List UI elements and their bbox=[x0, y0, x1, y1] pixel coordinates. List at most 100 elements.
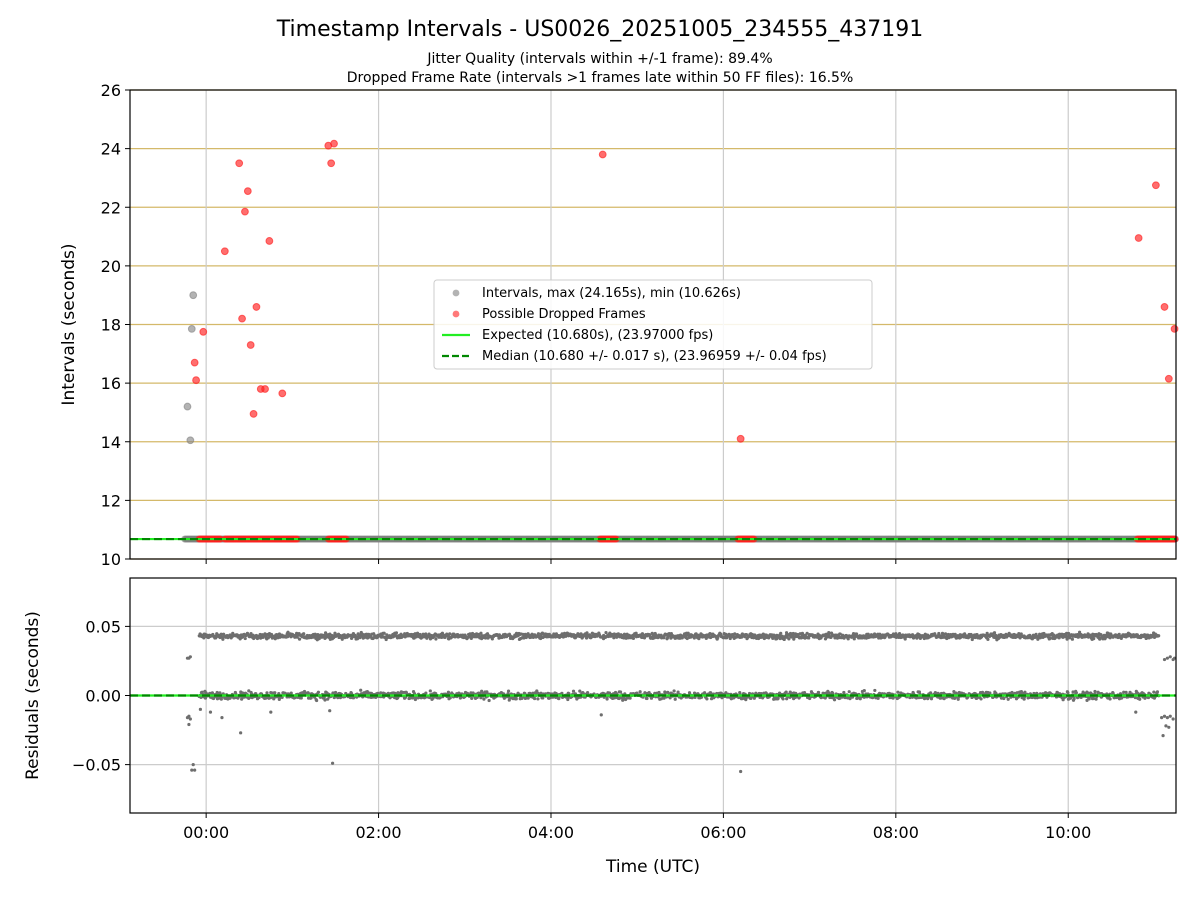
intervals-y-axis-label: Intervals (seconds) bbox=[59, 243, 79, 405]
interval-point bbox=[189, 291, 198, 300]
residual-point bbox=[1168, 655, 1172, 659]
residual-point bbox=[621, 698, 625, 702]
residual-point bbox=[469, 636, 473, 641]
residual-point bbox=[1048, 636, 1052, 640]
residual-point bbox=[1074, 691, 1078, 695]
legend-marker bbox=[452, 289, 460, 297]
dropped-frame-point bbox=[261, 385, 269, 393]
residual-point bbox=[604, 630, 608, 635]
residual-point bbox=[645, 696, 649, 701]
residual-point bbox=[1167, 725, 1171, 729]
residual-point bbox=[297, 637, 302, 641]
residual-point bbox=[1092, 637, 1096, 641]
chart-title: Timestamp Intervals - US0026_20251005_23… bbox=[276, 17, 923, 42]
residual-point bbox=[331, 691, 335, 695]
dropped-frame-point bbox=[598, 150, 607, 159]
residual-point bbox=[1171, 717, 1175, 721]
residual-point bbox=[1152, 690, 1156, 694]
residual-point bbox=[781, 697, 785, 701]
residual-point bbox=[1002, 696, 1006, 701]
residual-point bbox=[585, 631, 589, 635]
residual-point bbox=[1138, 697, 1142, 701]
residual-point bbox=[1094, 697, 1098, 701]
residual-point bbox=[333, 690, 338, 695]
intervals-y-tick-label: 16 bbox=[101, 374, 121, 393]
residual-point bbox=[413, 697, 417, 702]
residual-point bbox=[289, 691, 293, 695]
residual-point bbox=[188, 717, 192, 721]
residual-point bbox=[220, 716, 224, 720]
residual-point bbox=[336, 696, 340, 700]
residual-point bbox=[612, 636, 616, 640]
residual-point bbox=[663, 691, 667, 695]
residual-point bbox=[243, 636, 247, 641]
dropped-frame-point bbox=[192, 376, 200, 385]
residual-point bbox=[908, 695, 912, 700]
chart-subtitle-jitter: Jitter Quality (intervals within +/-1 fr… bbox=[426, 51, 772, 67]
legend-label: Expected (10.680s), (23.97000 fps) bbox=[482, 328, 713, 343]
residual-point bbox=[482, 697, 486, 701]
residual-point bbox=[193, 768, 197, 772]
residual-point bbox=[847, 690, 851, 694]
dropped-frame-point bbox=[235, 159, 244, 168]
x-tick-label: 06:00 bbox=[700, 823, 746, 842]
dropped-frame-point bbox=[1151, 181, 1160, 190]
intervals-y-tick-label: 24 bbox=[101, 140, 121, 159]
residual-point bbox=[203, 696, 208, 700]
residual-point bbox=[187, 722, 191, 727]
residual-point bbox=[943, 632, 948, 636]
residual-point bbox=[586, 691, 590, 695]
residual-point bbox=[208, 710, 213, 714]
residual-point bbox=[415, 631, 420, 635]
residual-point bbox=[215, 690, 219, 695]
residual-point bbox=[190, 768, 194, 772]
residual-point bbox=[299, 696, 303, 700]
residual-point bbox=[1124, 690, 1128, 695]
residual-point bbox=[578, 689, 582, 693]
interval-point bbox=[186, 436, 195, 445]
residual-point bbox=[480, 689, 484, 693]
dropped-frame-point bbox=[246, 341, 255, 349]
residual-point bbox=[618, 690, 623, 694]
residual-point bbox=[1057, 636, 1061, 640]
residual-point bbox=[428, 689, 432, 693]
dropped-frame-point bbox=[252, 303, 261, 311]
residual-point bbox=[448, 696, 452, 700]
residuals-y-tick-label: 0.00 bbox=[85, 687, 121, 706]
residual-point bbox=[672, 689, 676, 693]
residual-point bbox=[1161, 733, 1165, 738]
residual-point bbox=[827, 631, 831, 635]
residual-point bbox=[340, 637, 344, 641]
residual-point bbox=[1111, 691, 1115, 696]
residual-point bbox=[673, 697, 677, 701]
residual-point bbox=[1070, 637, 1074, 641]
residual-point bbox=[605, 697, 609, 701]
dropped-frame-point bbox=[238, 314, 246, 323]
residual-point bbox=[1072, 697, 1076, 701]
residual-point bbox=[1019, 632, 1023, 636]
residual-point bbox=[915, 636, 919, 640]
dropped-frame-point bbox=[220, 247, 229, 256]
dropped-frame-point bbox=[736, 434, 745, 443]
residual-point bbox=[979, 697, 983, 701]
residual-point bbox=[739, 769, 743, 774]
residual-point bbox=[823, 637, 828, 641]
residual-point bbox=[807, 636, 811, 640]
intervals-y-tick-label: 22 bbox=[101, 198, 121, 217]
residual-point bbox=[536, 697, 540, 701]
interval-point bbox=[183, 402, 192, 411]
residual-point bbox=[434, 637, 438, 641]
legend-label: Median (10.680 +/- 0.017 s), (23.96959 +… bbox=[482, 349, 827, 364]
residual-point bbox=[566, 697, 570, 702]
residual-point bbox=[992, 631, 997, 635]
dropped-frame-point bbox=[243, 187, 252, 196]
residual-point bbox=[1162, 657, 1167, 662]
residual-point bbox=[1157, 634, 1161, 638]
residual-point bbox=[832, 698, 837, 702]
residual-point bbox=[1091, 696, 1096, 701]
residual-point bbox=[784, 690, 788, 694]
residual-point bbox=[328, 709, 332, 713]
residual-point bbox=[1087, 697, 1091, 701]
residual-point bbox=[862, 689, 866, 693]
residual-point bbox=[215, 697, 220, 701]
